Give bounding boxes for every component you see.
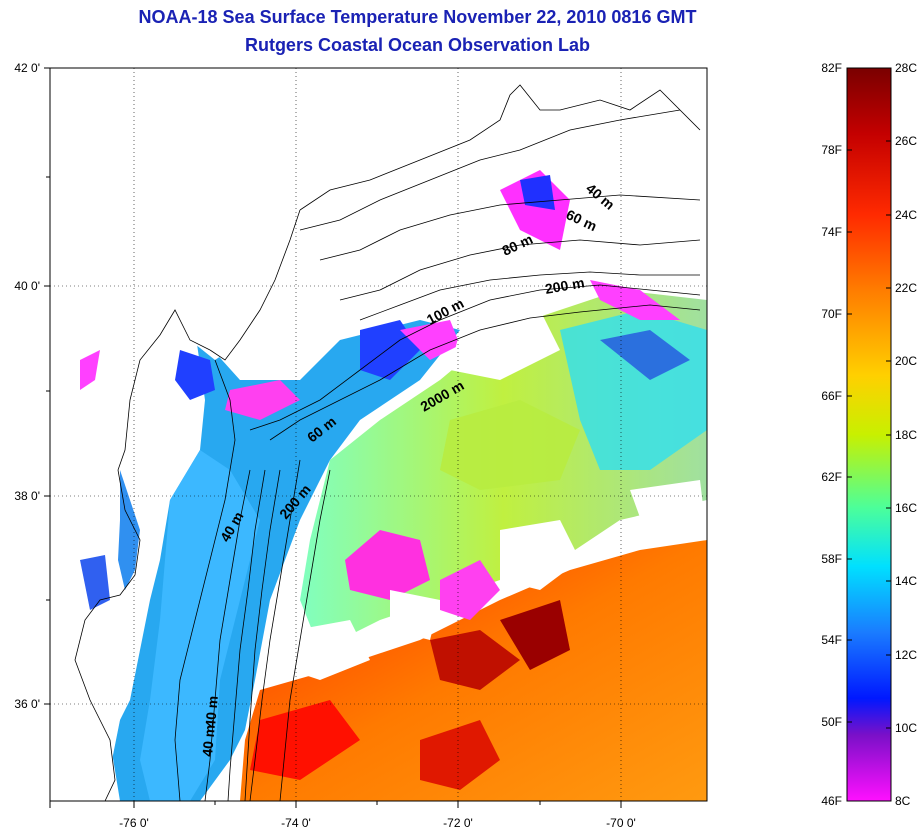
map-frame: [49, 67, 708, 802]
colorbar-c-28: 28C: [895, 61, 917, 75]
map-title: NOAA-18 Sea Surface Temperature November…: [138, 7, 697, 27]
graticule: [50, 68, 707, 801]
depth-label-40m-north: 40 m: [583, 180, 618, 213]
lat-label-42: 42 0': [14, 61, 40, 75]
colorbar-f-66: 66F: [821, 389, 842, 403]
colorbar-f-62: 62F: [821, 470, 842, 484]
depth-label-40m-lower: 40 m: [202, 695, 221, 728]
lat-label-36: 36 0': [14, 697, 40, 711]
colorbar-f-70: 70F: [821, 307, 842, 321]
colorbar-c-14: 14C: [895, 574, 917, 588]
lon-label-72: -72 0': [443, 816, 473, 830]
map-subtitle: Rutgers Coastal Ocean Observation Lab: [244, 35, 591, 55]
colorbar-c-22: 22C: [895, 281, 917, 295]
lon-label-74: -74 0': [281, 816, 311, 830]
coastline-contours: [74, 84, 701, 801]
colorbar-c-8: 8C: [895, 794, 911, 808]
colorbar-c-12: 12C: [895, 648, 917, 662]
depth-label-200m-north: 200 m: [544, 274, 586, 297]
depth-label-80m: 80 m: [500, 231, 536, 259]
colorbar-c-26: 26C: [895, 134, 917, 148]
sst-imagery: [50, 68, 707, 801]
depth-label-40m-bottom: 40 m: [199, 724, 218, 757]
temperature-colorbar: [846, 67, 892, 802]
colorbar-f-74: 74F: [821, 225, 842, 239]
depth-label-60m-north: 60 m: [564, 206, 600, 234]
colorbar-f-82: 82F: [821, 61, 842, 75]
colorbar-c-20: 20C: [895, 354, 917, 368]
colorbar-f-50: 50F: [821, 715, 842, 729]
colorbar-f-58: 58F: [821, 552, 842, 566]
colorbar-c-18: 18C: [895, 428, 917, 442]
colorbar-f-54: 54F: [821, 633, 842, 647]
colorbar-f-46: 46F: [821, 794, 842, 808]
lon-label-70: -70 0': [606, 816, 636, 830]
lon-label-76: -76 0': [119, 816, 149, 830]
lat-label-40: 40 0': [14, 279, 40, 293]
colorbar-c-16: 16C: [895, 501, 917, 515]
colorbar-c-24: 24C: [895, 208, 917, 222]
colorbar-ticks: [847, 140, 891, 729]
colorbar-f-78: 78F: [821, 143, 842, 157]
axis-ticks: [44, 67, 622, 808]
colorbar-c-10: 10C: [895, 721, 917, 735]
lat-label-38: 38 0': [14, 489, 40, 503]
